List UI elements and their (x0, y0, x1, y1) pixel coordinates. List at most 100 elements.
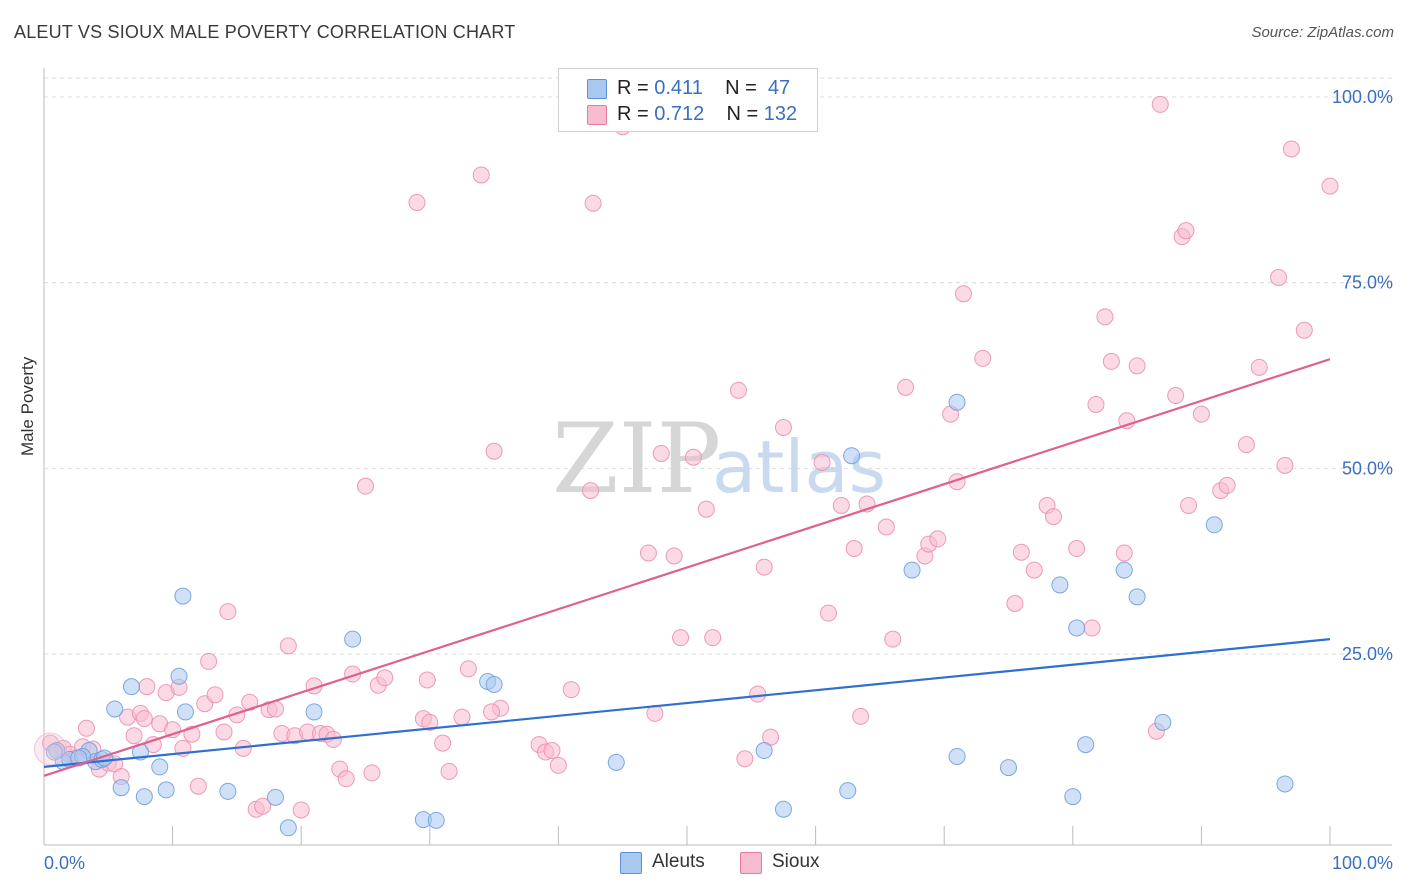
aleut-point (427, 811, 445, 829)
sioux-point (729, 381, 747, 399)
aleut-point (112, 779, 130, 797)
sioux-point (813, 453, 831, 471)
sioux-point (1276, 456, 1294, 474)
sioux-point (543, 742, 561, 760)
n-label: N = (726, 103, 759, 125)
y-tick-label: 75.0% (1342, 273, 1393, 293)
watermark-atlas: atlas (712, 425, 886, 509)
sioux-point (279, 637, 297, 655)
y-tick-label: 25.0% (1342, 644, 1393, 664)
y-axis-label: Male Poverty (18, 356, 37, 456)
sioux-point (77, 719, 95, 737)
sioux-point (1096, 308, 1114, 326)
sioux-point (408, 193, 426, 211)
aleut-point (1276, 775, 1294, 793)
sioux-point (434, 734, 452, 752)
sioux-point (418, 671, 436, 689)
sioux-point (357, 477, 374, 495)
aleuts-legend-swatch (620, 852, 642, 874)
aleut-point (122, 678, 140, 696)
sioux-point (665, 547, 683, 565)
aleuts-swatch (587, 79, 607, 99)
sioux-point (125, 727, 143, 745)
correlation-legend: R = 0.411 N = 47 R = 0.712 N = 132 (558, 68, 818, 132)
x-tick-label: 100.0% (1332, 853, 1393, 873)
sioux-point (954, 285, 972, 303)
sioux-point (472, 166, 490, 184)
aleut-point (219, 782, 237, 800)
sioux-point (363, 764, 381, 782)
trend-lines (43, 358, 1331, 777)
axes (43, 68, 1392, 846)
sioux-point (33, 732, 67, 766)
r-label: R = (617, 77, 649, 99)
aleut-point (774, 800, 792, 818)
sioux-point (755, 558, 773, 576)
sioux-point (215, 723, 233, 741)
aleut-point (843, 447, 861, 465)
sioux-point (697, 500, 715, 518)
aleut-point (948, 747, 966, 765)
aleut-trend-line (43, 638, 1331, 768)
grid-lines (44, 77, 1392, 655)
data-points (33, 95, 1339, 837)
aleut-point (174, 587, 192, 605)
aleut-point (607, 753, 625, 771)
aleut-point (1115, 561, 1133, 579)
aleut-point (839, 782, 857, 800)
aleut-point (755, 742, 773, 760)
aleut-point (45, 743, 63, 761)
sioux-point (1128, 357, 1146, 375)
watermark: ZIP atlas (552, 403, 886, 515)
sioux-point (440, 762, 458, 780)
sioux-point (1102, 352, 1120, 370)
sioux-point (774, 418, 792, 436)
sioux-point (684, 448, 702, 466)
aleut-point (1068, 619, 1086, 637)
sioux-point (1167, 387, 1185, 405)
sioux-point (1151, 95, 1169, 113)
sioux-swatch (587, 105, 607, 125)
sioux-point (1295, 321, 1313, 339)
sioux-point (485, 442, 503, 460)
sioux-point (1068, 540, 1086, 558)
sioux-point (1180, 496, 1198, 514)
y-tick-label: 50.0% (1342, 458, 1393, 478)
aleut-point (1000, 759, 1017, 777)
sioux-point (138, 678, 156, 696)
aleut-point (1051, 576, 1069, 594)
sioux-point (845, 540, 863, 558)
aleut-point (135, 788, 153, 806)
aleut-point (151, 758, 169, 776)
sioux-point (549, 756, 567, 774)
sioux-point (1045, 508, 1063, 526)
sioux-point (200, 652, 218, 670)
sioux-point (832, 496, 850, 514)
sioux-point (1087, 395, 1105, 413)
sioux-point (1192, 405, 1210, 423)
sioux-point (206, 686, 224, 704)
sioux-point (584, 194, 602, 212)
sioux-point (704, 629, 722, 647)
aleut-point (279, 819, 297, 837)
sioux-point (1012, 543, 1030, 561)
sioux-point (1282, 140, 1300, 158)
sioux-point (819, 604, 837, 622)
aleut-point (305, 703, 323, 721)
sioux-point (974, 349, 992, 367)
sioux-point (337, 770, 355, 788)
sioux-point (929, 530, 947, 548)
sioux-point (672, 629, 690, 647)
sioux-point (292, 801, 310, 819)
aleut-point (1064, 788, 1082, 806)
sioux-point (1083, 619, 1101, 637)
sioux-point (897, 378, 915, 396)
sioux-point (421, 713, 439, 731)
sioux-point (1270, 268, 1288, 286)
chart-title: ALEUT VS SIOUX MALE POVERTY CORRELATION … (14, 22, 516, 42)
sioux-point (884, 630, 902, 648)
sioux-point (1218, 476, 1236, 494)
sioux-point (376, 669, 394, 687)
sioux-point (562, 681, 580, 699)
sioux-legend-swatch (740, 852, 762, 874)
